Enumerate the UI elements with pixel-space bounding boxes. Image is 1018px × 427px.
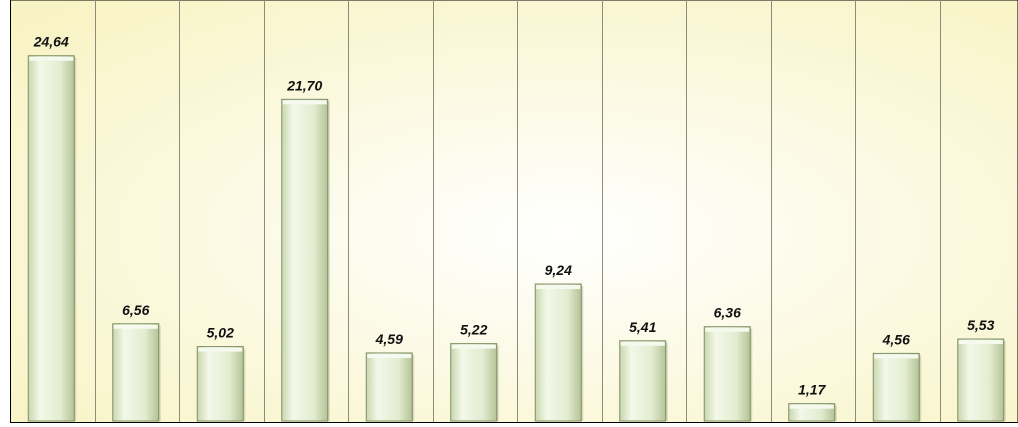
- bar: [112, 323, 161, 422]
- bar-chart: 24,64 6,56 5,02 21,70 4,59 5,22 9,24 5,41 6,36 1,…: [10, 0, 1018, 423]
- bar-value-label: 4,59: [375, 331, 403, 347]
- bar: [450, 343, 499, 422]
- bar-value-label: 9,24: [545, 262, 572, 278]
- bar-top-bevel: [874, 354, 919, 359]
- bar: [196, 346, 246, 422]
- bar-value-label: 6,56: [122, 302, 149, 318]
- bar-value-label: 5,22: [460, 322, 487, 338]
- bar-top-bevel: [282, 100, 327, 105]
- bar: [872, 352, 922, 422]
- bars-group: [27, 55, 1006, 422]
- bar-body: [703, 326, 751, 422]
- bar-top-bevel: [958, 340, 1003, 345]
- bar-value-label: 1,17: [798, 382, 826, 398]
- bar-body: [112, 323, 160, 422]
- bar-body: [534, 283, 582, 422]
- bar: [27, 55, 77, 422]
- bar: [281, 98, 330, 422]
- bar-top-bevel: [113, 324, 158, 329]
- chart-svg: 24,64 6,56 5,02 21,70 4,59 5,22 9,24 5,41 6,36 1,…: [10, 0, 1018, 423]
- bar-body: [450, 343, 498, 422]
- category-separators: [95, 0, 941, 423]
- bar-value-label: 5,53: [967, 317, 994, 333]
- plot-background: [10, 0, 1018, 423]
- bar-body: [957, 338, 1005, 422]
- data-labels-group: 24,64 6,56 5,02 21,70 4,59 5,22 9,24 5,41 6,36 1,…: [33, 34, 995, 398]
- bar-top-bevel: [451, 344, 496, 349]
- bar: [788, 403, 837, 422]
- bar: [703, 326, 753, 422]
- bar-value-label: 5,41: [629, 319, 656, 335]
- bar-value-label: 4,56: [882, 331, 910, 347]
- bar-top-bevel: [620, 341, 665, 346]
- bar-value-label: 6,36: [714, 305, 741, 321]
- bar-top-bevel: [536, 285, 581, 290]
- bar-body: [365, 352, 413, 422]
- bar: [957, 338, 1006, 422]
- bar: [365, 352, 415, 422]
- bar-value-label: 5,02: [207, 325, 234, 341]
- bar-top-bevel: [367, 353, 412, 358]
- bar-body: [27, 55, 75, 422]
- bar-top-bevel: [789, 404, 834, 409]
- bar-body: [872, 352, 920, 422]
- bar-body: [281, 98, 329, 422]
- bar: [534, 283, 584, 422]
- bar-value-label: 21,70: [286, 77, 322, 93]
- bar-body: [196, 346, 244, 422]
- bar-top-bevel: [29, 56, 74, 61]
- bar: [619, 340, 668, 422]
- bar-top-bevel: [705, 327, 750, 332]
- bar-body: [619, 340, 667, 422]
- bar-top-bevel: [198, 347, 243, 352]
- bar-value-label: 24,64: [33, 34, 69, 50]
